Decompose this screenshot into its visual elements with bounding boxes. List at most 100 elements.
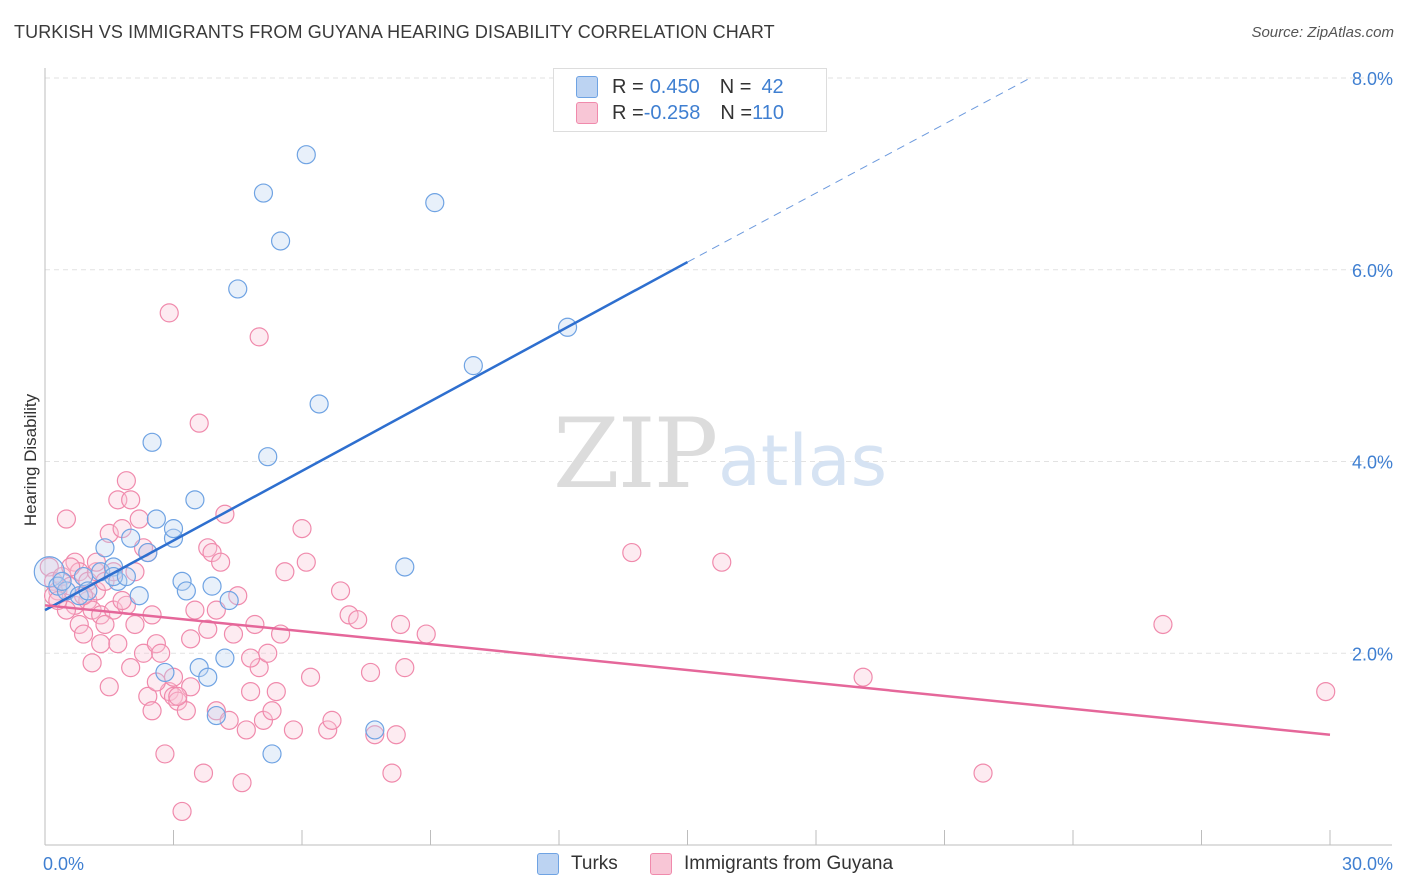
guyana-point bbox=[206, 701, 226, 721]
guyana-point bbox=[95, 614, 115, 635]
guyana-points bbox=[39, 303, 1336, 822]
y-tick-label: 4.0% bbox=[1352, 453, 1393, 473]
turks-point bbox=[176, 581, 196, 601]
turks-point bbox=[309, 394, 329, 414]
guyana-point bbox=[241, 681, 261, 702]
guyana-point bbox=[211, 552, 231, 572]
guyana-point bbox=[318, 720, 338, 740]
guyana-point bbox=[292, 519, 312, 539]
guyana-point bbox=[99, 523, 119, 544]
trend-lines bbox=[44, 77, 1331, 736]
turks-point bbox=[395, 557, 415, 577]
guyana-point bbox=[360, 662, 381, 683]
legend-r-label: R = bbox=[612, 75, 644, 98]
guyana-point bbox=[382, 763, 402, 783]
guyana-point bbox=[82, 653, 102, 673]
guyana-point bbox=[296, 552, 316, 572]
guyana-point bbox=[61, 557, 81, 577]
guyana-point bbox=[262, 701, 282, 721]
correlation-legend: R = 0.450 N = 42 R = -0.258 N = 110 bbox=[553, 68, 827, 132]
guyana-point bbox=[365, 725, 385, 745]
turks-swatch bbox=[576, 76, 598, 98]
bottom-legend-turks: Turks bbox=[537, 850, 618, 878]
chart-title: TURKISH VS IMMIGRANTS FROM GUYANA HEARIN… bbox=[14, 22, 775, 42]
legend-n-value: 42 bbox=[761, 75, 784, 98]
guyana-point bbox=[330, 581, 351, 601]
guyana-point bbox=[198, 619, 218, 639]
legend-r-value: 0.450 bbox=[649, 75, 700, 98]
guyana-point bbox=[121, 658, 141, 678]
guyana-point bbox=[712, 552, 732, 572]
watermark-atlas: atlas bbox=[718, 420, 888, 502]
turks-point bbox=[270, 231, 291, 251]
legend-row-turks: R = 0.450 N = 42 bbox=[576, 75, 784, 99]
guyana-point bbox=[121, 490, 141, 510]
turks-point bbox=[262, 744, 282, 764]
legend-row-guyana: R = -0.258 N = 110 bbox=[576, 101, 784, 125]
turks-point bbox=[146, 509, 166, 529]
turks-point bbox=[185, 490, 205, 510]
turks-point bbox=[365, 720, 385, 740]
turks-point bbox=[163, 519, 184, 539]
guyana-swatch bbox=[576, 102, 598, 124]
y-tick-label: 6.0% bbox=[1352, 261, 1393, 281]
guyana-point bbox=[168, 686, 188, 706]
guyana-point bbox=[155, 744, 175, 764]
legend-n-value: 110 bbox=[752, 101, 784, 124]
guyana-point bbox=[133, 643, 154, 663]
turks-point bbox=[52, 571, 72, 591]
guyana-point bbox=[151, 643, 171, 663]
turks-point bbox=[121, 528, 141, 548]
legend-n-label: N = bbox=[720, 101, 753, 124]
guyana-point bbox=[129, 509, 149, 529]
bottom-legend-guyana: Immigrants from Guyana bbox=[650, 850, 893, 878]
turks-trend-extension bbox=[687, 77, 1031, 263]
y-tick-label: 2.0% bbox=[1352, 644, 1393, 664]
legend-r-value: -0.258 bbox=[643, 101, 701, 124]
guyana-point bbox=[348, 610, 368, 630]
tick-labels: 2.0% 4.0% 6.0% 8.0% 0.0% 30.0% Hearing Disabil… bbox=[21, 69, 1393, 874]
guyana-point bbox=[181, 629, 201, 649]
turks-trend-line bbox=[44, 260, 689, 612]
guyana-swatch bbox=[650, 853, 672, 875]
guyana-point bbox=[395, 658, 415, 678]
guyana-point bbox=[236, 720, 256, 740]
guyana-point bbox=[622, 542, 642, 563]
guyana-point bbox=[206, 600, 226, 620]
guyana-point bbox=[91, 634, 111, 654]
axes bbox=[44, 68, 1392, 846]
guyana-point bbox=[266, 681, 286, 702]
y-axis-label: Hearing Disability bbox=[21, 393, 40, 526]
turks-point bbox=[95, 538, 115, 558]
x-tick-label: 0.0% bbox=[43, 854, 84, 874]
turks-point bbox=[219, 590, 239, 611]
y-tick-label: 8.0% bbox=[1352, 69, 1393, 89]
guyana-point bbox=[146, 634, 166, 654]
turks-point bbox=[116, 566, 136, 587]
turks-point bbox=[155, 662, 175, 683]
guyana-point bbox=[416, 624, 436, 644]
source-label: Source: ZipAtlas.com bbox=[1251, 24, 1394, 41]
guyana-point bbox=[185, 600, 205, 620]
guyana-point bbox=[1153, 614, 1173, 635]
guyana-point bbox=[69, 614, 89, 635]
x-tick-label: 30.0% bbox=[1342, 854, 1393, 874]
turks-point bbox=[142, 432, 162, 452]
guyana-point bbox=[142, 701, 162, 721]
guyana-point bbox=[99, 677, 119, 697]
watermark-zip: ZIP bbox=[553, 398, 718, 510]
turks-points bbox=[33, 145, 578, 764]
turks-swatch bbox=[537, 853, 559, 875]
guyana-point bbox=[189, 413, 209, 433]
guyana-point bbox=[390, 614, 411, 635]
turks-point bbox=[215, 648, 235, 668]
guyana-point bbox=[249, 327, 269, 347]
turks-point bbox=[296, 145, 316, 165]
guyana-point bbox=[241, 648, 261, 668]
guyana-point bbox=[116, 471, 136, 491]
turks-point bbox=[202, 576, 222, 596]
guyana-point bbox=[275, 562, 295, 582]
guyana-point bbox=[258, 643, 278, 663]
turks-point bbox=[253, 183, 274, 203]
